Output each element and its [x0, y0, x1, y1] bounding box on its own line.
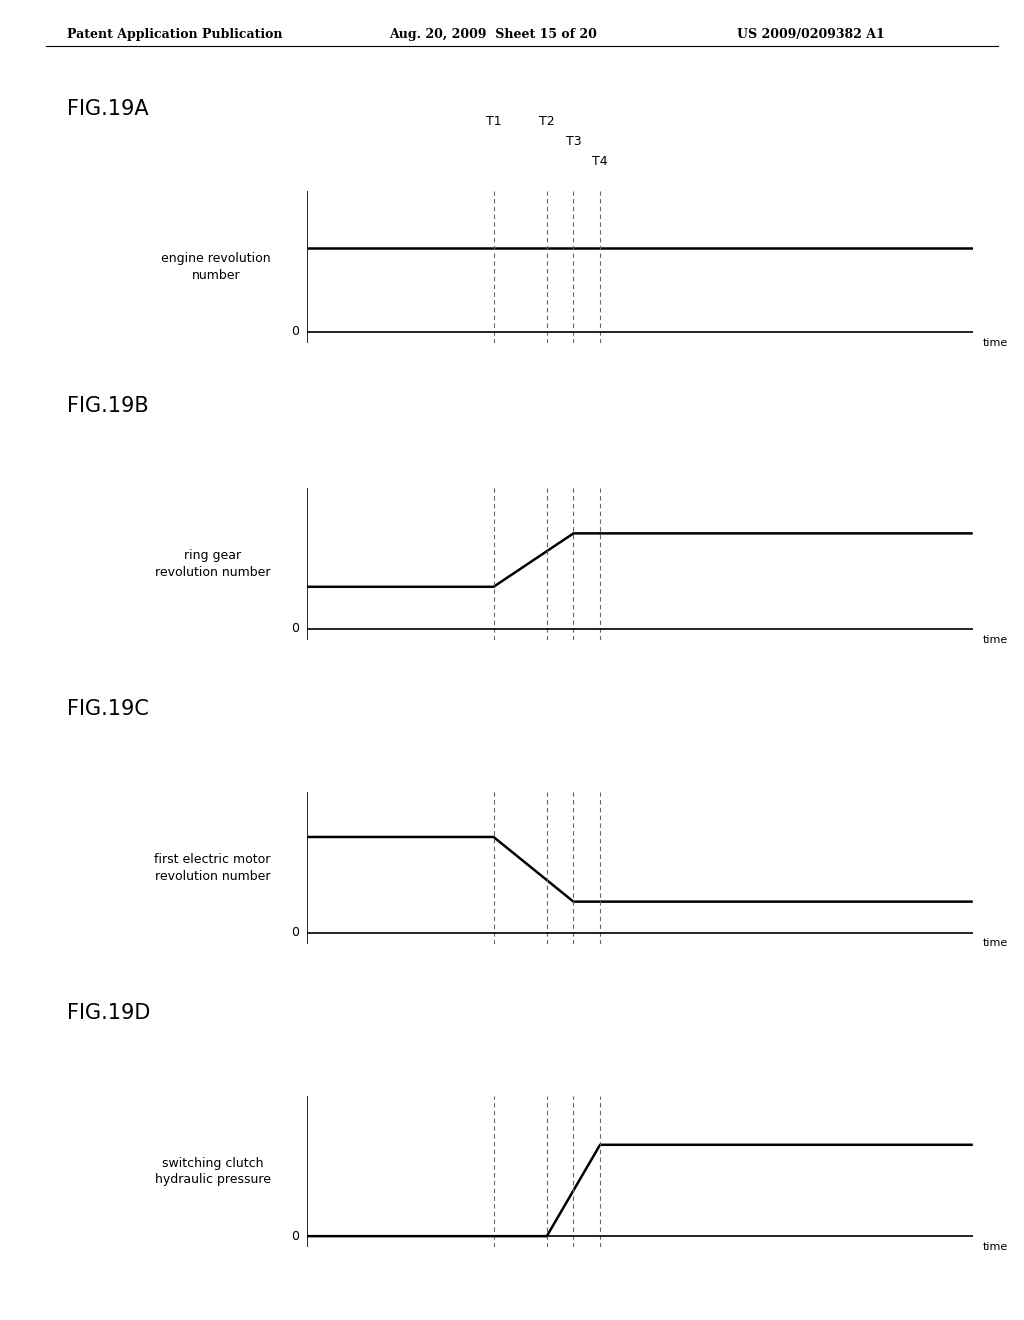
Text: T2: T2	[539, 115, 555, 128]
Text: time: time	[983, 939, 1008, 948]
Text: first electric motor
revolution number: first electric motor revolution number	[155, 853, 270, 883]
Text: Aug. 20, 2009  Sheet 15 of 20: Aug. 20, 2009 Sheet 15 of 20	[389, 28, 597, 41]
Text: time: time	[983, 338, 1008, 347]
Text: FIG.19B: FIG.19B	[67, 396, 148, 416]
Text: Patent Application Publication: Patent Application Publication	[67, 28, 282, 41]
Text: 0: 0	[291, 623, 299, 635]
Text: 0: 0	[291, 1230, 299, 1242]
Text: time: time	[983, 635, 1008, 644]
Text: FIG.19C: FIG.19C	[67, 700, 148, 719]
Text: 0: 0	[291, 927, 299, 939]
Text: T3: T3	[565, 135, 582, 148]
Text: US 2009/0209382 A1: US 2009/0209382 A1	[737, 28, 885, 41]
Text: T4: T4	[592, 154, 608, 168]
Text: 0: 0	[291, 326, 299, 338]
Text: FIG.19D: FIG.19D	[67, 1003, 150, 1023]
Text: engine revolution
number: engine revolution number	[161, 252, 270, 282]
Text: switching clutch
hydraulic pressure: switching clutch hydraulic pressure	[155, 1156, 270, 1187]
Text: T1: T1	[485, 115, 502, 128]
Text: time: time	[983, 1242, 1008, 1251]
Text: ring gear
revolution number: ring gear revolution number	[155, 549, 270, 579]
Text: FIG.19A: FIG.19A	[67, 99, 148, 119]
